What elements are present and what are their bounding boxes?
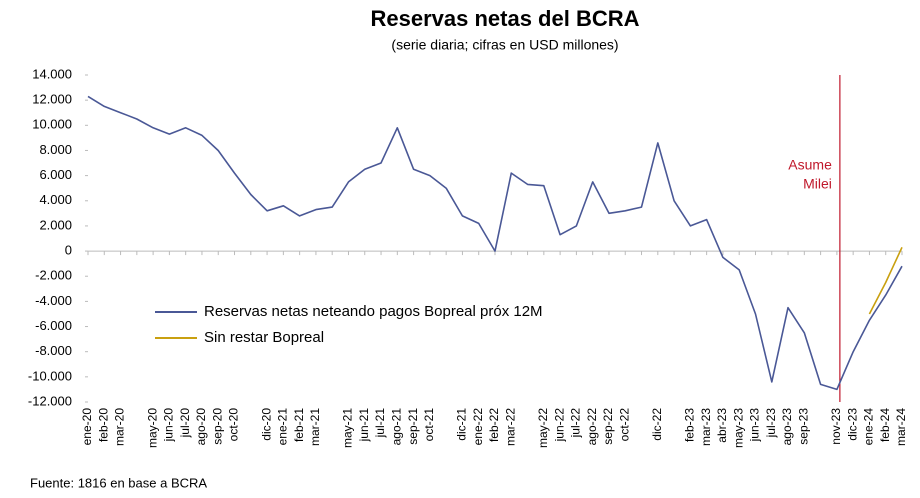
y-tick-label: 12.000 (32, 92, 72, 107)
x-tick-label: feb-24 (878, 408, 892, 442)
x-tick-label: jun-22 (552, 408, 566, 443)
x-tick-label: dic-21 (455, 408, 469, 441)
x-tick-label: sep-21 (406, 408, 420, 445)
x-tick-label: abr-23 (715, 408, 729, 443)
source-note: Fuente: 1816 en base a BCRA (30, 475, 207, 490)
x-tick-label: jun-23 (748, 408, 762, 443)
x-tick-label: jun-21 (357, 408, 371, 443)
x-tick-label: ene-22 (471, 408, 485, 446)
x-tick-label: feb-22 (487, 408, 501, 442)
line-series (868, 246, 903, 315)
x-tick-label: ago-22 (585, 408, 599, 446)
x-tick-label: may-20 (145, 408, 159, 448)
y-tick-label: -8.000 (35, 343, 72, 358)
x-tick-label: mar-24 (894, 408, 908, 446)
chart-subtitle: (serie diaria; cifras en USD millones) (391, 37, 618, 53)
chart-title: Reservas netas del BCRA (370, 6, 639, 31)
x-tick-label: mar-23 (699, 408, 713, 446)
x-tick-label: mar-20 (113, 408, 127, 446)
x-tick-label: may-21 (341, 408, 355, 448)
annotation-text: Asume (788, 157, 832, 173)
y-tick-label: -2.000 (35, 268, 72, 283)
x-tick-label: jul-20 (178, 408, 192, 439)
x-tick-label: jul-22 (569, 408, 583, 439)
x-tick-label: dic-23 (845, 408, 859, 441)
annotation-text: Milei (803, 176, 832, 192)
y-tick-label: -6.000 (35, 318, 72, 333)
y-tick-label: 0 (65, 243, 72, 258)
x-tick-label: mar-22 (503, 408, 517, 446)
x-tick-label: may-23 (731, 408, 745, 448)
y-tick-label: -12.000 (28, 393, 72, 408)
x-tick-label: jun-20 (162, 408, 176, 443)
y-tick-label: 4.000 (39, 192, 72, 207)
y-tick-label: 6.000 (39, 167, 72, 182)
y-tick-label: -10.000 (28, 368, 72, 383)
x-tick-label: oct-20 (227, 408, 241, 442)
x-tick-label: dic-20 (259, 408, 273, 441)
x-tick-label: nov-23 (829, 408, 843, 445)
x-tick-label: ago-20 (194, 408, 208, 446)
x-tick-label: jul-21 (373, 408, 387, 439)
legend-label: Sin restar Bopreal (204, 329, 324, 346)
line-series (87, 95, 903, 391)
x-tick-label: ene-24 (862, 408, 876, 446)
x-tick-label: feb-20 (96, 408, 110, 442)
x-tick-label: ene-21 (276, 408, 290, 446)
x-tick-label: oct-21 (422, 408, 436, 442)
y-tick-label: 8.000 (39, 142, 72, 157)
x-tick-label: ago-21 (389, 408, 403, 446)
x-tick-label: sep-23 (796, 408, 810, 445)
x-tick-label: sep-22 (601, 408, 615, 445)
x-tick-label: ene-20 (80, 408, 94, 446)
y-tick-label: -4.000 (35, 293, 72, 308)
legend-label: Reservas netas neteando pagos Bopreal pr… (204, 303, 543, 320)
y-tick-label: 14.000 (32, 66, 72, 81)
x-tick-label: feb-21 (292, 408, 306, 442)
x-tick-label: ago-23 (780, 408, 794, 446)
y-tick-label: 10.000 (32, 117, 72, 132)
x-tick-label: dic-22 (650, 408, 664, 441)
x-tick-label: may-22 (536, 408, 550, 448)
x-tick-label: sep-20 (210, 408, 224, 445)
x-tick-label: jul-23 (764, 408, 778, 439)
x-tick-label: mar-21 (308, 408, 322, 446)
y-tick-label: 2.000 (39, 217, 72, 232)
x-tick-label: feb-23 (683, 408, 697, 442)
x-tick-label: oct-22 (617, 408, 631, 442)
